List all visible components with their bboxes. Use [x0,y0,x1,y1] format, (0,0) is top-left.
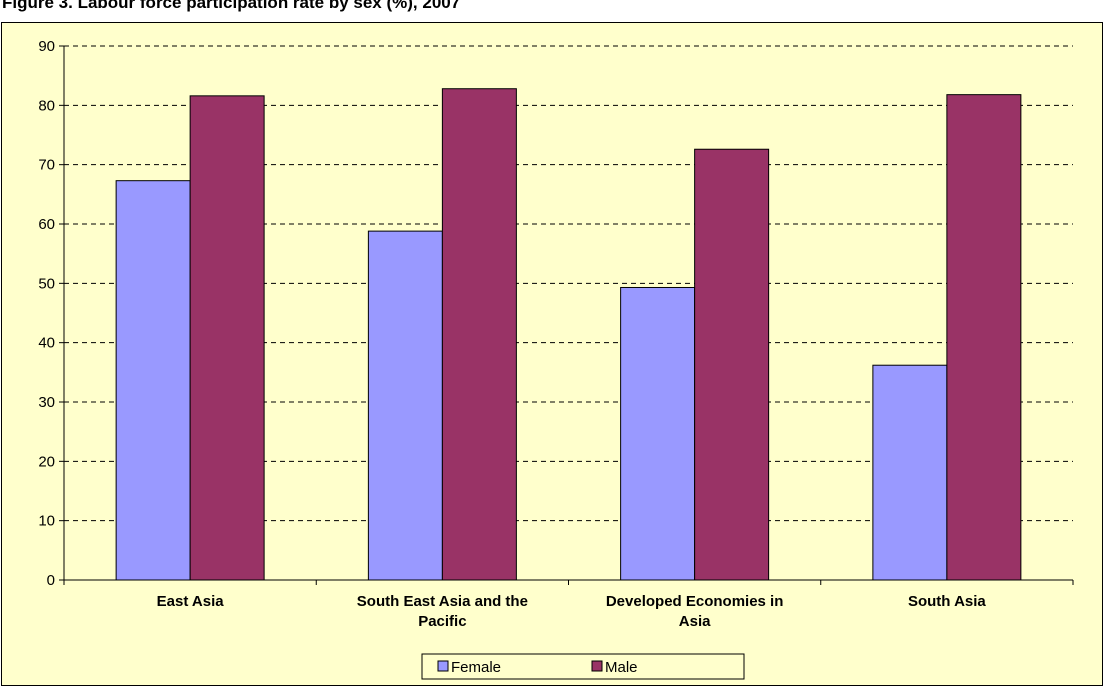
bar-female-0 [115,180,191,581]
y-tick-label: 70 [38,157,55,174]
legend-swatch-female [437,660,449,672]
bar-female-1 [367,230,443,581]
y-tick-label: 80 [38,97,55,114]
bar-chart: 0 10 20 30 40 50 60 70 80 90 East Asia South East A… [38,38,1074,680]
legend: Female Male [421,653,745,680]
y-tick-label: 50 [38,275,55,292]
y-tick-label: 60 [38,216,55,233]
category-label-line: Asia [679,613,711,630]
category-label-line: South Asia [908,593,986,610]
y-tick-label: 20 [38,453,55,470]
y-tick-label: 90 [38,38,55,55]
category-label-line: Pacific [418,613,466,630]
bar-female-3 [872,364,948,581]
y-tick-label: 0 [47,572,55,589]
bar-male-3 [946,94,1022,581]
bar-male-1 [441,88,517,581]
bar-male-0 [189,95,265,581]
legend-box [421,653,745,680]
y-tick-label: 10 [38,513,55,530]
legend-label-female: Female [451,659,501,676]
category-label: Developed Economies in Asia [606,593,784,630]
y-tick-label: 30 [38,394,55,411]
category-label-line: East Asia [157,593,225,610]
bar-male-2 [694,148,770,581]
legend-swatch-male [591,660,603,672]
category-label-line: South East Asia and the [357,593,528,610]
legend-label-male: Male [605,659,638,676]
chart-title: Figure 3. Labour force participation rat… [2,0,461,12]
category-label: South East Asia and the Pacific [357,593,528,630]
category-label-line: Developed Economies in [606,593,784,610]
y-tick-label: 40 [38,335,55,352]
chart-area: 0 10 20 30 40 50 60 70 80 90 East Asia South East A… [1,22,1103,686]
category-label: South Asia [908,593,986,610]
category-label: East Asia [157,593,225,610]
bar-female-2 [620,286,696,581]
